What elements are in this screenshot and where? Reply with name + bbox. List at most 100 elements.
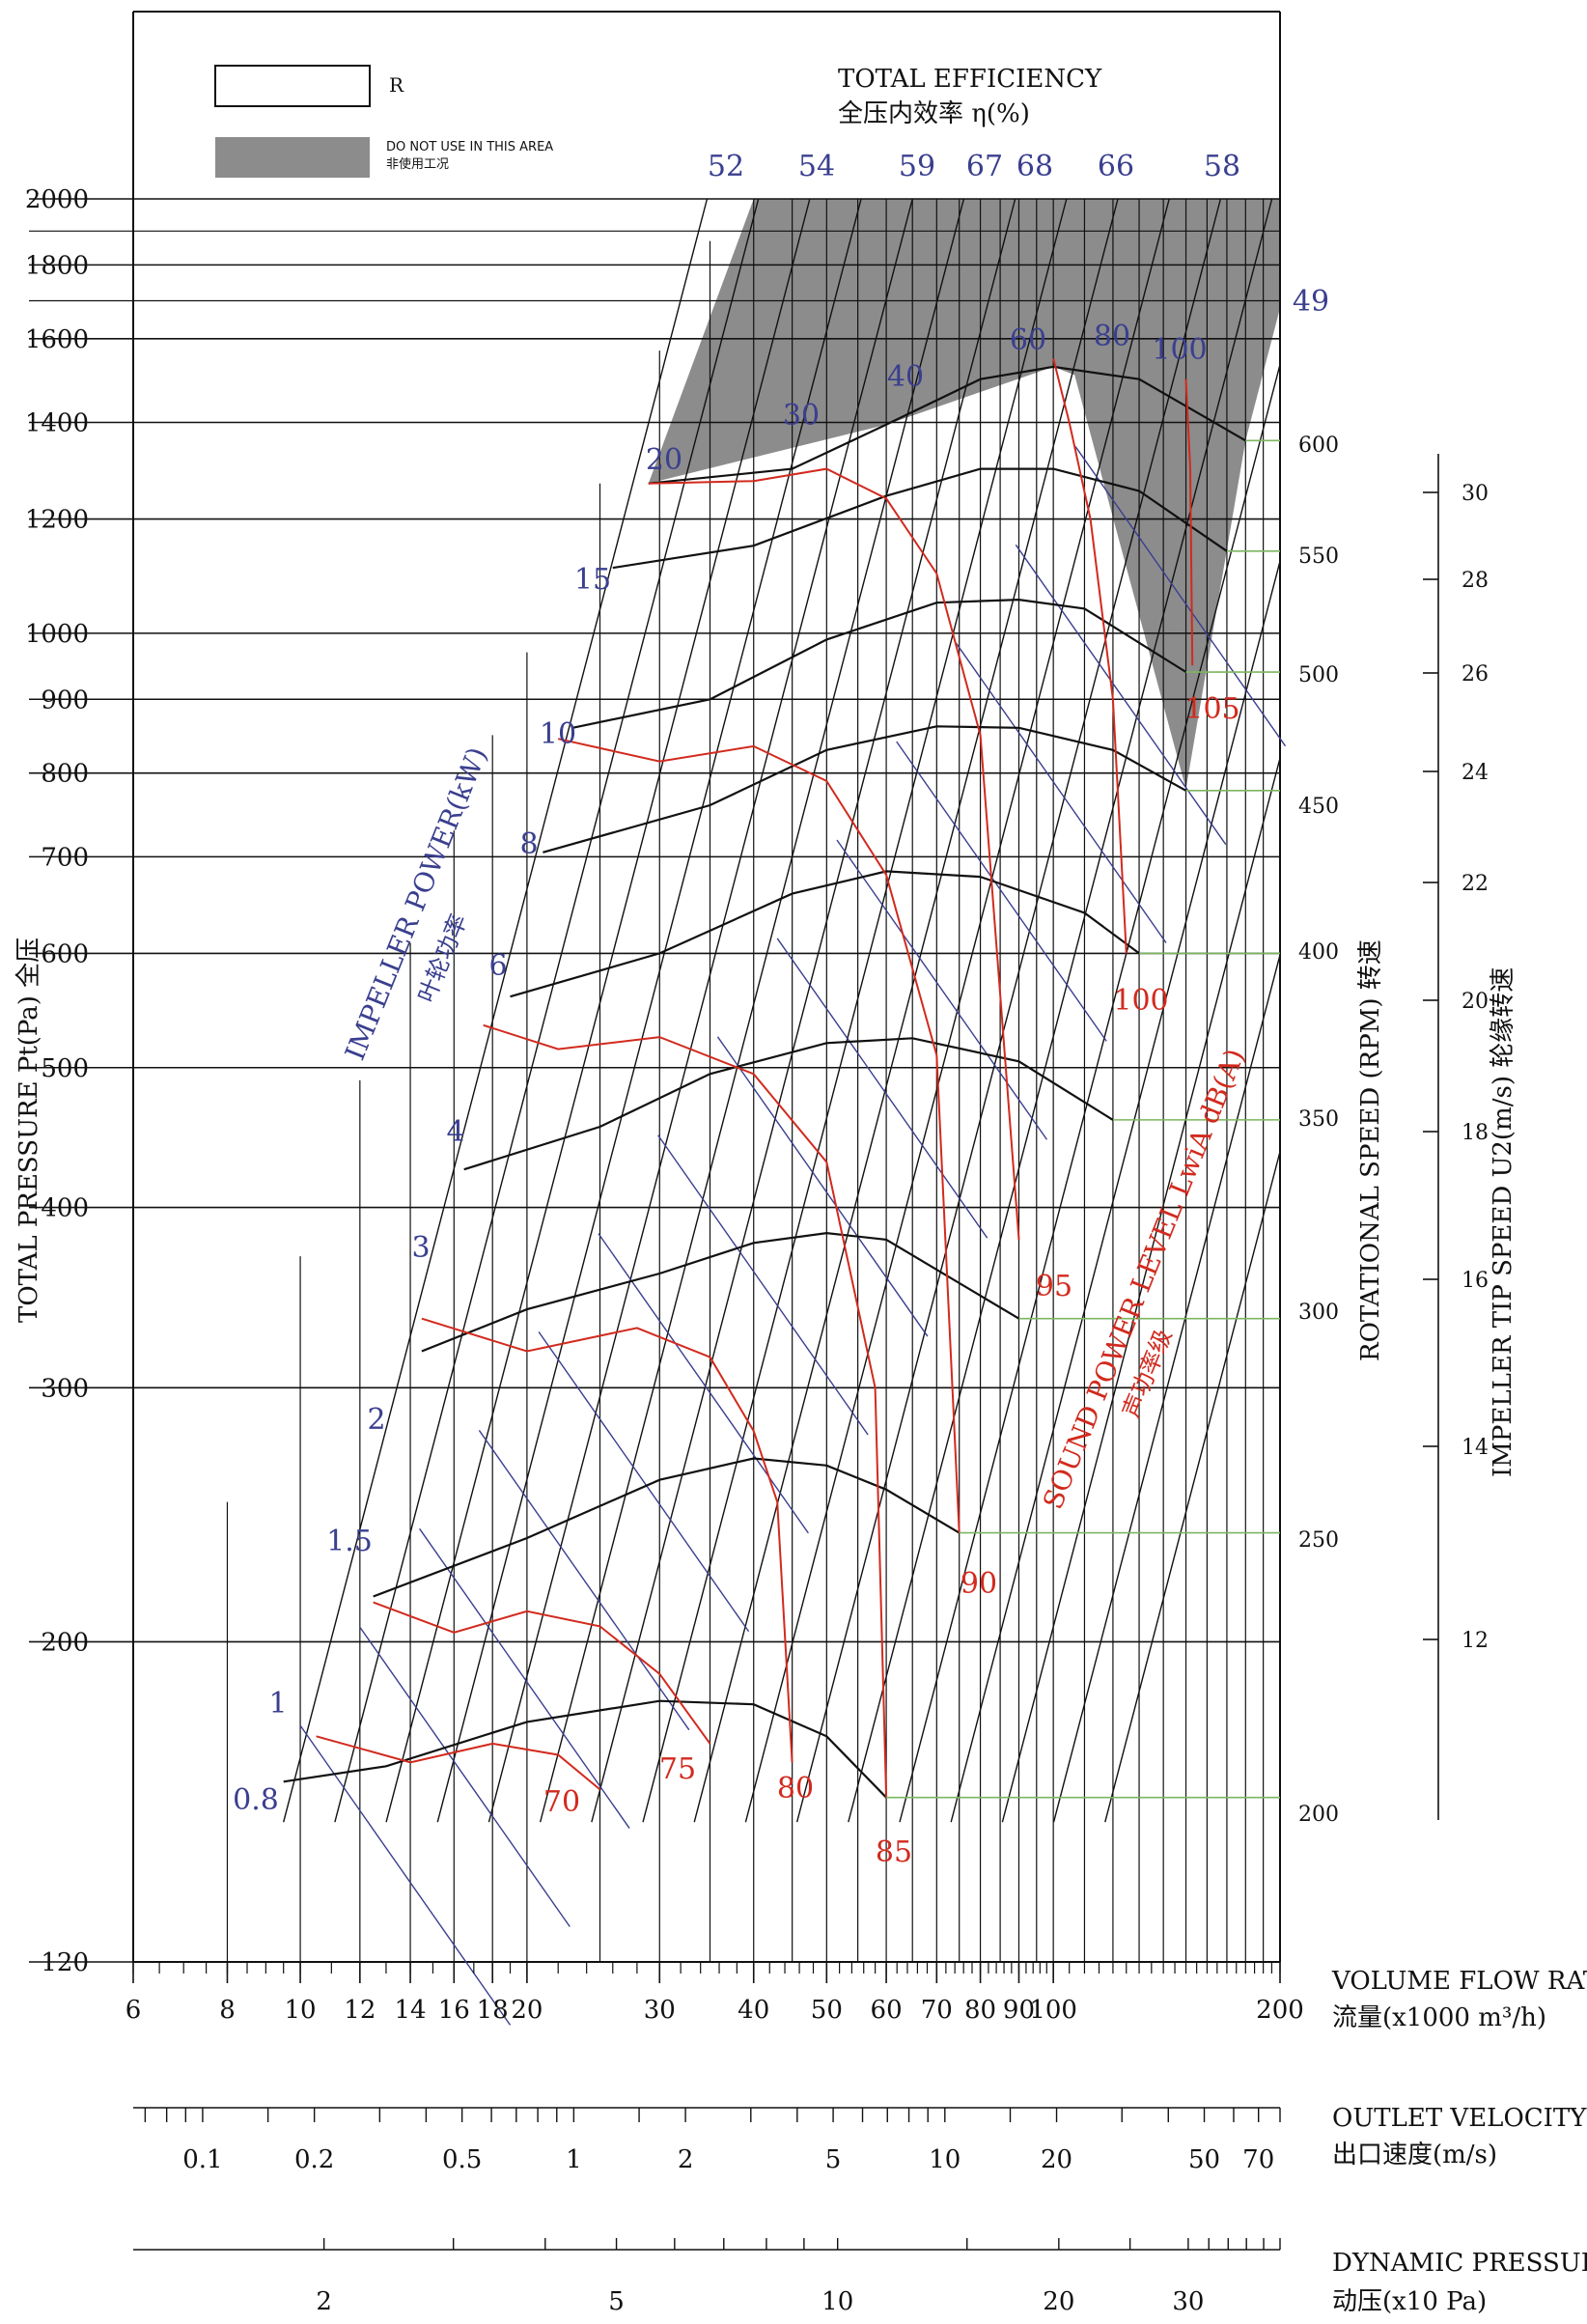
efficiency-label: 54 (798, 150, 835, 183)
tip-speed-tick-label: 14 (1462, 1436, 1489, 1460)
sound-curve (483, 1023, 888, 1798)
tip-speed-axis-title: IMPELLER TIP SPEED U2(m/s) 轮缘转速 (1489, 967, 1517, 1477)
x-tick-label: 8 (219, 1996, 236, 2025)
x-tick-label: 200 (1256, 1996, 1304, 2025)
flow-axis-title-en: VOLUME FLOW RATE (1331, 1967, 1587, 1996)
system-line (591, 198, 1016, 1823)
sound-curve (648, 467, 1020, 1240)
x-tick-label: 18 (477, 1996, 509, 2025)
rpm-tick-label: 350 (1298, 1107, 1339, 1132)
velocity-tick-label: 0.1 (182, 2145, 222, 2174)
dynamic-pressure-tick-label: 30 (1172, 2287, 1204, 2316)
power-line (1015, 544, 1227, 845)
axis-ticks (132, 439, 1439, 2251)
sound-curve (557, 738, 961, 1533)
efficiency-label: 49 (1293, 285, 1329, 319)
power-line (478, 1430, 690, 1731)
chart-gridlines (29, 11, 1287, 2026)
efficiency-label: 52 (708, 150, 744, 183)
sound-curve (1184, 378, 1194, 666)
system-line (539, 198, 965, 1823)
sound-curve (373, 1601, 711, 1745)
power-label: 100 (1152, 333, 1207, 367)
power-line (836, 839, 1048, 1140)
power-label: 6 (488, 949, 507, 983)
efficiency-title-en: TOTAL EFFICIENCY (838, 65, 1102, 94)
x-tick-label: 30 (644, 1996, 676, 2025)
do-not-use-area (648, 199, 1280, 790)
tip-speed-tick-label: 24 (1462, 761, 1489, 785)
power-line (955, 642, 1167, 943)
power-label: 80 (1094, 320, 1130, 353)
rpm-tick-label: 300 (1298, 1301, 1339, 1325)
x-tick-label: 16 (438, 1996, 470, 2025)
dynamic-pressure-title-cn: 动压(x10 Pa) (1332, 2287, 1487, 2316)
dynamic-pressure-tick-label: 5 (608, 2287, 625, 2316)
system-line (283, 198, 709, 1823)
tip-speed-tick-label: 22 (1462, 872, 1489, 896)
rpm-curves (283, 365, 1246, 1799)
dynamic-pressure-tick-label: 20 (1043, 2287, 1074, 2316)
rpm-curve (463, 1037, 1114, 1171)
efficiency-title-cn: 全压内效率 η(%) (838, 99, 1030, 128)
system-line (744, 198, 1170, 1823)
shade-region-right (1072, 366, 1246, 790)
velocity-tick-label: 5 (825, 2145, 842, 2174)
system-line (334, 198, 760, 1823)
y-tick-label: 1400 (25, 408, 89, 437)
x-tick-label: 12 (344, 1996, 376, 2025)
y-tick-label: 120 (41, 1948, 89, 1977)
tip-speed-tick-label: 26 (1462, 662, 1489, 686)
velocity-tick-label: 50 (1188, 2145, 1220, 2174)
legend-shade-swatch (215, 137, 370, 178)
power-line (657, 1134, 869, 1436)
legend-shade-label-cn: 非使用工况 (386, 156, 449, 172)
rpm-tick-label: 250 (1298, 1528, 1339, 1553)
rpm-tick-label: 450 (1298, 795, 1339, 819)
y-tick-label: 500 (41, 1054, 89, 1083)
y-tick-label: 600 (41, 939, 89, 968)
power-label: 0.8 (233, 1783, 279, 1817)
y-axis-title: TOTAL PRESSURE Pt(Pa) 全压 (14, 938, 43, 1323)
efficiency-label: 66 (1098, 150, 1134, 183)
y-tick-label: 300 (41, 1374, 89, 1403)
rpm-curve (571, 598, 1187, 729)
dynamic-pressure-tick-label: 10 (821, 2287, 853, 2316)
system-line (899, 364, 1281, 1823)
power-label: 10 (540, 717, 576, 751)
rpm-tick-label: 500 (1298, 663, 1339, 687)
power-line (299, 1724, 512, 2026)
y-tick-label: 1000 (25, 620, 89, 649)
rpm-axis-title: ROTATIONAL SPEED (RPM) 转速 (1356, 939, 1385, 1361)
power-line (776, 938, 988, 1239)
power-label: 15 (574, 563, 611, 597)
system-line (1001, 757, 1281, 1823)
velocity-tick-label: 1 (566, 2145, 582, 2174)
power-line (598, 1233, 809, 1534)
velocity-tick-label: 70 (1242, 2145, 1274, 2174)
sound-label: 85 (876, 1835, 912, 1869)
power-label: 1.5 (326, 1525, 373, 1558)
tip-speed-tick-label: 16 (1462, 1269, 1489, 1293)
x-tick-label: 10 (285, 1996, 317, 2025)
impeller-power-title: IMPELLER POWER(kW) (339, 742, 493, 1064)
efficiency-label: 59 (899, 150, 935, 183)
power-label: 30 (783, 399, 820, 433)
rpm-tick-label: 200 (1298, 1803, 1339, 1827)
system-line (1052, 954, 1281, 1823)
shade-region-upper (648, 199, 1280, 484)
x-tick-label: 100 (1029, 1996, 1077, 2025)
power-label: 40 (887, 360, 924, 394)
tip-speed-tick-label: 30 (1462, 482, 1489, 506)
power-line (896, 741, 1107, 1042)
x-tick-label: 20 (511, 1996, 543, 2025)
rpm-tick-label: 600 (1298, 434, 1339, 458)
rpm-curve (373, 1457, 961, 1598)
system-line (795, 198, 1222, 1823)
tick-labels: 1202003004005006007008009001000120014001… (25, 150, 1489, 2316)
flow-axis-title-cn: 流量(x1000 m³/h) (1332, 2003, 1546, 2032)
x-tick-label: 80 (964, 1996, 996, 2025)
y-tick-label: 2000 (25, 185, 89, 214)
system-line (950, 561, 1281, 1823)
x-tick-label: 40 (738, 1996, 769, 2025)
